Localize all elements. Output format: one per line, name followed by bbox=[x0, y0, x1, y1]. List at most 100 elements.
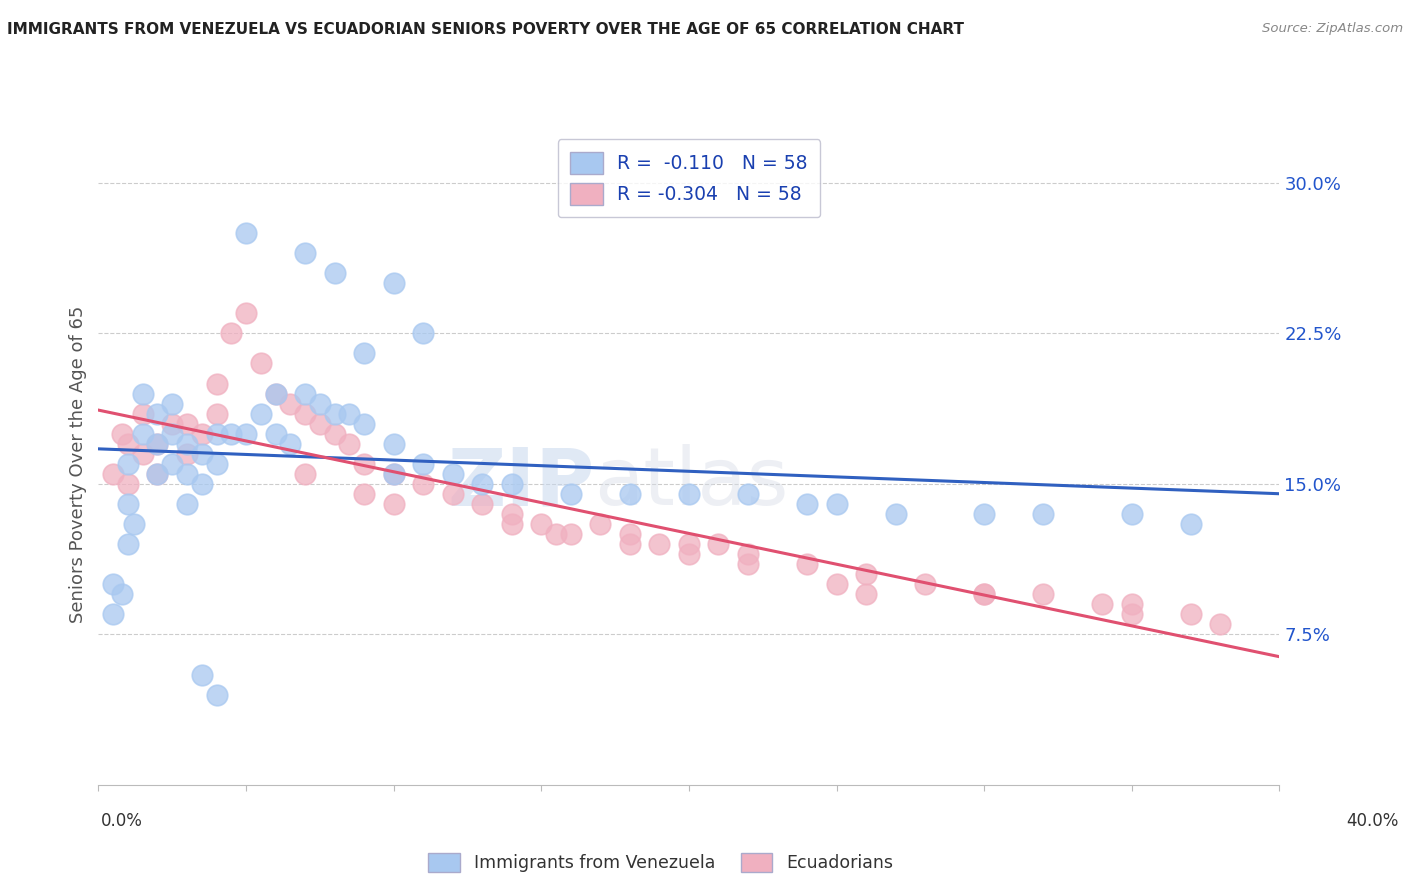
Point bbox=[162, 396, 183, 410]
Point bbox=[309, 396, 332, 410]
Point bbox=[1091, 598, 1114, 612]
Point bbox=[132, 447, 155, 461]
Point bbox=[441, 487, 464, 501]
Point bbox=[235, 426, 257, 441]
Point bbox=[914, 577, 936, 591]
Point bbox=[796, 497, 818, 511]
Point bbox=[146, 407, 169, 421]
Point bbox=[471, 476, 494, 491]
Point bbox=[737, 487, 759, 501]
Point bbox=[176, 436, 198, 450]
Point bbox=[205, 426, 228, 441]
Point bbox=[103, 607, 125, 622]
Point bbox=[441, 467, 464, 481]
Point bbox=[796, 557, 818, 572]
Point bbox=[353, 457, 375, 471]
Point bbox=[737, 547, 759, 561]
Point bbox=[737, 557, 759, 572]
Point bbox=[501, 507, 523, 521]
Point bbox=[205, 688, 228, 702]
Point bbox=[530, 516, 553, 531]
Point bbox=[619, 537, 641, 551]
Point bbox=[560, 487, 582, 501]
Point bbox=[353, 417, 375, 431]
Point bbox=[501, 516, 523, 531]
Point bbox=[176, 497, 198, 511]
Point bbox=[146, 436, 169, 450]
Point bbox=[973, 587, 995, 601]
Point bbox=[176, 447, 198, 461]
Point bbox=[205, 376, 228, 391]
Point bbox=[707, 537, 730, 551]
Point bbox=[111, 426, 134, 441]
Point bbox=[309, 417, 332, 431]
Text: ZIP: ZIP bbox=[447, 444, 595, 522]
Point bbox=[191, 447, 214, 461]
Point bbox=[323, 426, 346, 441]
Point bbox=[278, 396, 302, 410]
Point bbox=[219, 326, 242, 341]
Point bbox=[973, 507, 995, 521]
Point bbox=[162, 457, 183, 471]
Point bbox=[339, 436, 360, 450]
Point bbox=[619, 487, 641, 501]
Point bbox=[353, 346, 375, 360]
Point bbox=[294, 467, 316, 481]
Point bbox=[278, 436, 302, 450]
Point bbox=[323, 266, 346, 280]
Point bbox=[589, 516, 612, 531]
Point bbox=[191, 426, 214, 441]
Legend: Immigrants from Venezuela, Ecuadorians: Immigrants from Venezuela, Ecuadorians bbox=[422, 846, 900, 879]
Point bbox=[619, 527, 641, 541]
Point bbox=[117, 457, 139, 471]
Point bbox=[1180, 607, 1202, 622]
Point bbox=[191, 667, 214, 681]
Y-axis label: Seniors Poverty Over the Age of 65: Seniors Poverty Over the Age of 65 bbox=[69, 305, 87, 623]
Point bbox=[353, 487, 375, 501]
Point bbox=[382, 436, 405, 450]
Point bbox=[176, 467, 198, 481]
Point bbox=[546, 527, 568, 541]
Text: 40.0%: 40.0% bbox=[1347, 812, 1399, 830]
Point bbox=[146, 467, 169, 481]
Point bbox=[294, 246, 316, 260]
Point bbox=[176, 417, 198, 431]
Point bbox=[103, 577, 125, 591]
Point bbox=[117, 476, 139, 491]
Point bbox=[648, 537, 671, 551]
Text: Source: ZipAtlas.com: Source: ZipAtlas.com bbox=[1263, 22, 1403, 36]
Point bbox=[162, 417, 183, 431]
Point bbox=[146, 436, 169, 450]
Point bbox=[1209, 617, 1232, 632]
Point bbox=[339, 407, 360, 421]
Point bbox=[122, 516, 145, 531]
Point bbox=[103, 467, 125, 481]
Point bbox=[382, 497, 405, 511]
Point bbox=[825, 577, 848, 591]
Point bbox=[1032, 587, 1054, 601]
Point bbox=[560, 527, 582, 541]
Point bbox=[973, 587, 995, 601]
Point bbox=[825, 497, 848, 511]
Point bbox=[191, 476, 214, 491]
Point bbox=[264, 386, 287, 401]
Point bbox=[250, 356, 273, 371]
Point bbox=[501, 476, 523, 491]
Point bbox=[382, 277, 405, 291]
Point bbox=[219, 426, 242, 441]
Point bbox=[294, 386, 316, 401]
Point bbox=[235, 226, 257, 240]
Point bbox=[205, 457, 228, 471]
Point bbox=[132, 386, 155, 401]
Legend: R =  -0.110   N = 58, R = -0.304   N = 58: R = -0.110 N = 58, R = -0.304 N = 58 bbox=[558, 139, 820, 218]
Point bbox=[264, 386, 287, 401]
Point bbox=[235, 306, 257, 320]
Point bbox=[382, 467, 405, 481]
Point bbox=[1180, 516, 1202, 531]
Text: IMMIGRANTS FROM VENEZUELA VS ECUADORIAN SENIORS POVERTY OVER THE AGE OF 65 CORRE: IMMIGRANTS FROM VENEZUELA VS ECUADORIAN … bbox=[7, 22, 965, 37]
Point bbox=[264, 426, 287, 441]
Point bbox=[250, 407, 273, 421]
Point bbox=[471, 497, 494, 511]
Point bbox=[117, 497, 139, 511]
Point bbox=[678, 487, 700, 501]
